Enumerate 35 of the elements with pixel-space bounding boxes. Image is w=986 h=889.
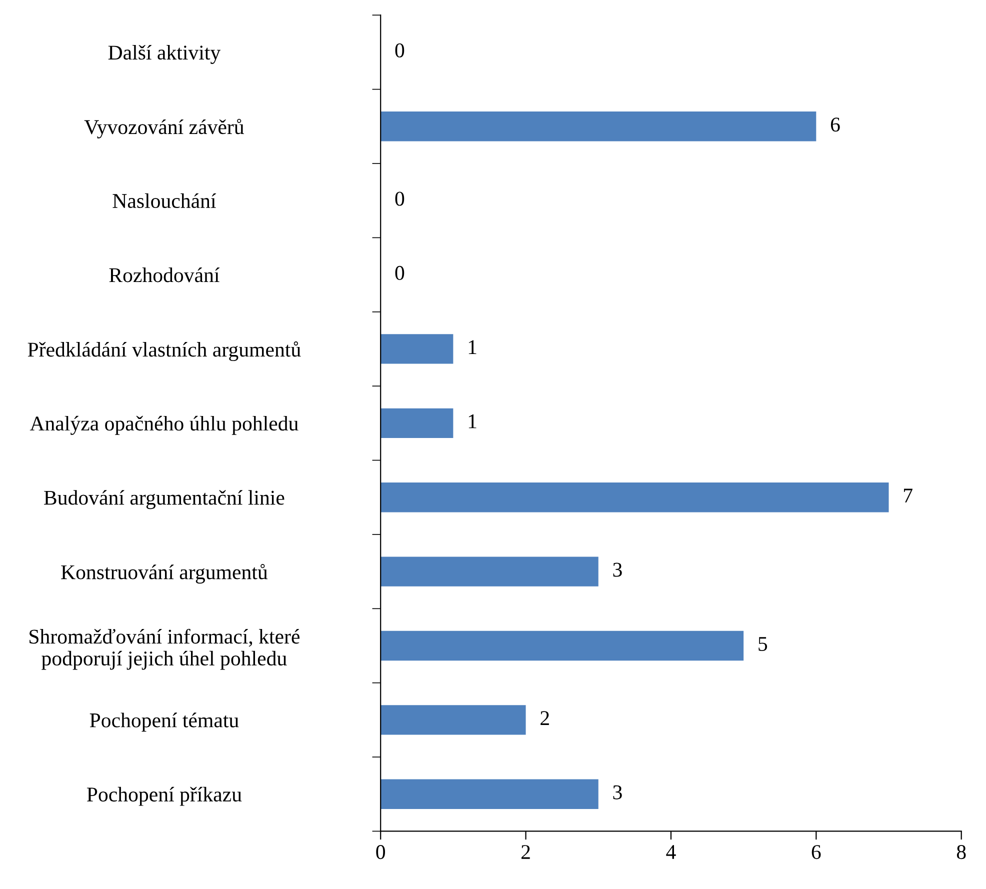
data-label: 3	[613, 785, 622, 800]
bar	[380, 705, 526, 735]
y-tick-label: Vyvozování závěrů	[84, 118, 244, 138]
data-label: 2	[540, 711, 549, 725]
data-label: 1	[468, 414, 476, 428]
data-label: 6	[830, 118, 840, 132]
bar	[380, 482, 889, 512]
x-tick-label: 6	[812, 845, 821, 860]
y-tick-label: Shromažďování informací, které podporují jejich úhel pohledu	[30, 628, 300, 670]
bar	[380, 408, 454, 438]
y-tick-label: Pochopení příkazu	[86, 786, 242, 806]
data-label: 5	[758, 637, 768, 651]
y-tick-label: Předkládání vlastních argumentů	[28, 341, 301, 362]
data-label: 1	[468, 340, 476, 354]
y-tick-label: Rozhodování	[109, 268, 220, 282]
data-label: 0	[395, 266, 404, 280]
y-tick-label: Pochopení tématu	[90, 712, 239, 732]
x-tick-label: 4	[666, 845, 676, 859]
data-label: 0	[395, 192, 404, 206]
data-label: 3	[613, 562, 622, 577]
data-label: 7	[904, 488, 912, 502]
bar	[380, 630, 744, 661]
y-tick-label: Konstruování argumentů	[61, 564, 268, 584]
bar	[380, 779, 598, 809]
bar	[380, 112, 816, 142]
y-tick-label: Budování argumentační linie	[44, 490, 284, 510]
x-tick-label: 0	[376, 845, 386, 860]
x-tick-label: 2	[521, 845, 530, 859]
x-tick-label: 8	[956, 845, 966, 860]
y-tick-label: Další aktivity	[108, 44, 221, 64]
bar	[380, 334, 454, 364]
data-label: 0	[395, 43, 404, 58]
y-tick-label: Naslouchání	[112, 193, 216, 208]
bar	[380, 556, 598, 586]
y-tick-label: Analýza opačného úhlu pohledu	[30, 416, 298, 435]
